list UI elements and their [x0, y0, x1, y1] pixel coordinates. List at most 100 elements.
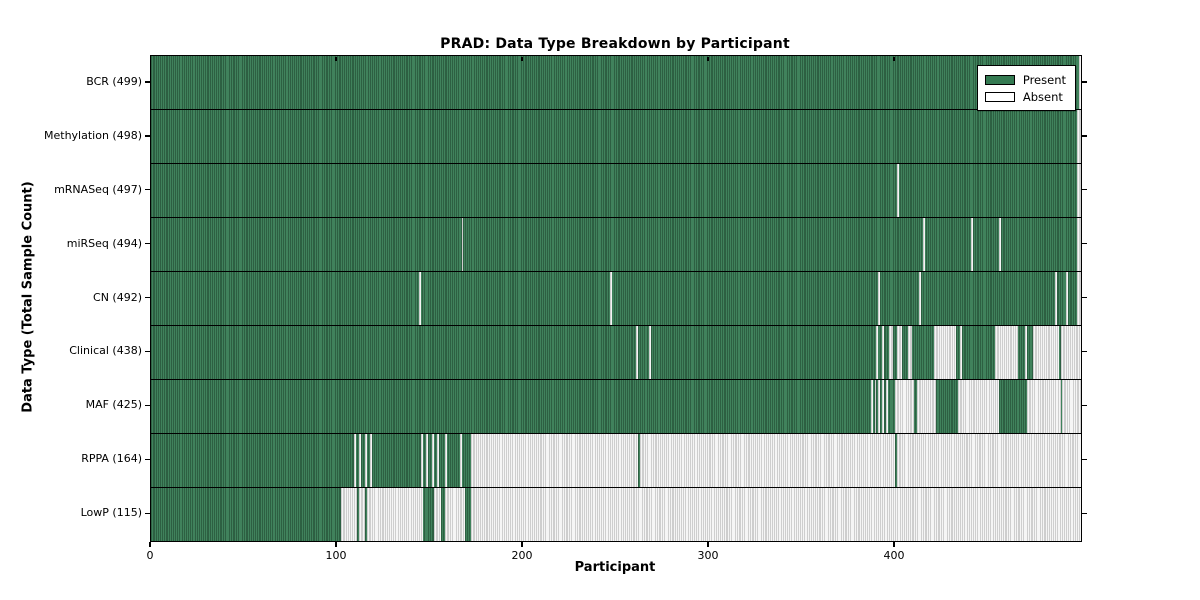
absent-segment [971, 218, 974, 271]
absent-segment [960, 326, 962, 379]
y-tick-label-clinical: Clinical (438) [69, 344, 142, 358]
absent-segment [1025, 326, 1028, 379]
y-tick-right [1082, 458, 1087, 460]
absent-segment [919, 272, 922, 325]
y-tick-label-mirseq: miRSeq (494) [66, 236, 142, 250]
y-tick-label-cn: CN (492) [93, 290, 142, 304]
absent-segment [610, 272, 613, 325]
absent-segment [370, 434, 373, 487]
absent-segment [895, 380, 914, 433]
x-tick-top-inner [707, 56, 709, 61]
y-tick-label-methylation: Methylation (498) [44, 128, 142, 142]
y-tick-left [145, 458, 150, 460]
absent-segment [649, 326, 652, 379]
absent-segment [896, 164, 899, 217]
absent-segment [908, 326, 912, 379]
present-swatch-icon [984, 74, 1015, 85]
absent-segment [1077, 164, 1081, 217]
x-tick-label: 400 [883, 549, 905, 562]
y-tick-right [1082, 404, 1087, 406]
absent-segment [896, 434, 1081, 487]
legend-present-label: Present [1022, 72, 1066, 87]
absent-segment [420, 434, 423, 487]
absent-segment [437, 434, 440, 487]
x-tick [149, 542, 151, 547]
absent-segment [958, 380, 1000, 433]
absent-segment [1060, 326, 1081, 379]
absent-segment [444, 434, 447, 487]
absent-segment [636, 326, 639, 379]
heatmap-row-clinical [151, 326, 1081, 380]
y-tick-left [145, 350, 150, 353]
absent-segment [426, 434, 429, 487]
y-tick-left [145, 297, 150, 299]
y-tick-label-bcr: BCR (499) [86, 74, 142, 88]
absent-segment [870, 380, 873, 433]
heatmap-row-mirseq [151, 218, 1081, 272]
x-tick-label: 0 [146, 549, 154, 562]
legend: Present Absent [976, 65, 1076, 111]
absent-segment [470, 488, 1081, 541]
x-tick-top-inner [521, 56, 523, 61]
absent-segment [1027, 380, 1061, 433]
absent-segment [881, 380, 884, 433]
absent-segment [917, 380, 936, 433]
absent-segment [459, 434, 462, 487]
y-tick-left [145, 135, 150, 137]
x-tick [707, 542, 709, 547]
absent-segment [353, 434, 356, 487]
y-axis-label: Data Type (Total Sample Count) [20, 181, 36, 413]
x-tick [335, 542, 337, 547]
y-tick-label-lowp: LowP (115) [80, 506, 142, 520]
y-tick-right [1082, 189, 1087, 191]
absent-segment [878, 380, 881, 433]
y-tick-right [1082, 243, 1087, 245]
absent-segment [1032, 326, 1059, 379]
absent-segment [359, 434, 362, 487]
absent-segment [878, 272, 881, 325]
heatmap-rows [151, 56, 1081, 541]
legend-entry-absent: Absent [984, 88, 1066, 105]
x-tick-top-inner [893, 56, 895, 61]
legend-absent-label: Absent [1022, 89, 1063, 104]
y-tick-right [1082, 297, 1087, 299]
x-tick-label: 200 [511, 549, 533, 562]
absent-segment [1079, 56, 1081, 109]
heatmap-row-methylation [151, 110, 1081, 164]
absent-segment [418, 272, 421, 325]
x-tick-label: 100 [325, 549, 347, 562]
x-tick [521, 542, 523, 547]
absent-segment [1062, 380, 1081, 433]
heatmap-row-lowp [151, 488, 1081, 541]
absent-segment [874, 380, 877, 433]
absent-segment [896, 326, 903, 379]
absent-segment [1077, 110, 1081, 163]
absent-segment [470, 434, 639, 487]
absent-segment [1066, 272, 1068, 325]
y-tick-left [145, 512, 150, 514]
y-tick-left [145, 404, 150, 406]
x-tick-label: 300 [697, 549, 719, 562]
plot-area: Present Absent [150, 55, 1082, 542]
y-tick-left [145, 81, 150, 83]
absent-segment [889, 326, 894, 379]
legend-entry-present: Present [984, 71, 1066, 88]
absent-segment [364, 434, 367, 487]
absent-segment [340, 488, 358, 541]
y-tick-right [1082, 512, 1087, 514]
absent-segment [1054, 272, 1057, 325]
heatmap-row-cn [151, 272, 1081, 326]
y-tick-right [1082, 81, 1087, 83]
absent-segment [359, 488, 365, 541]
heatmap-row-mrnaseq [151, 164, 1081, 218]
absent-segment [934, 326, 957, 379]
absent-segment [922, 218, 925, 271]
absent-segment [431, 434, 434, 487]
absent-segment [640, 434, 895, 487]
absent-segment [881, 326, 884, 379]
chart-title: PRAD: Data Type Breakdown by Participant [440, 36, 790, 52]
x-tick [893, 542, 895, 547]
absent-segment [433, 488, 442, 541]
absent-segment [366, 488, 423, 541]
